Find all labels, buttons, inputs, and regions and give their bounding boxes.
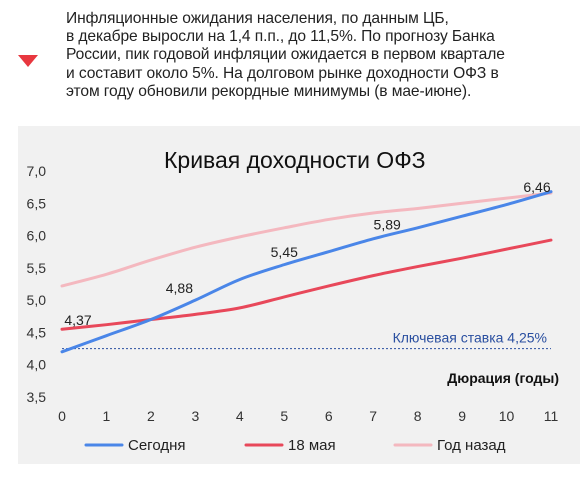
x-tick-label: 11 [544,408,559,424]
legend: Сегодня 18 мая Год назад [84,437,506,454]
x-tick-label: 5 [280,408,288,424]
key-rate-reference: Ключевая ставка 4,25% [62,330,551,350]
intro-block: Инфляционные ожидания населения, по данн… [0,0,588,126]
y-tick-label: 7,0 [27,163,47,179]
x-tick-label: 4 [236,408,244,424]
y-tick-label: 4,5 [27,324,47,340]
intro-paragraph: Инфляционные ожидания населения, по данн… [66,10,566,101]
y-tick-label: 6,5 [27,195,47,211]
intro-line: и составит около 5%. На долговом рынке д… [66,64,499,82]
y-tick-label: 4,0 [27,357,47,373]
data-label: 5,89 [374,217,401,233]
series-line-1 [60,238,553,331]
x-tick-label: 0 [58,408,66,424]
x-tick-label: 9 [458,408,466,424]
x-tick-label: 2 [147,408,155,424]
y-axis: 7,0 6,5 6,0 5,5 5,0 4,5 4,0 3,5 [27,163,47,405]
data-label: 6,46 [523,179,550,195]
x-tick-label: 7 [369,408,377,424]
key-rate-label: Ключевая ставка 4,25% [393,330,547,346]
legend-label: Сегодня [128,437,186,454]
chart-panel [18,126,580,464]
x-axis-label: Дюрация (годы) [447,370,559,386]
series-line-0 [60,190,553,354]
x-tick-label: 3 [191,408,199,424]
y-tick-label: 5,5 [27,260,47,276]
y-tick-label: 6,0 [27,228,47,244]
series-line-2 [60,191,553,288]
data-label: 4,37 [64,312,91,328]
y-tick-label: 5,0 [27,292,47,308]
legend-label: 18 мая [288,437,336,454]
x-tick-label: 10 [499,408,515,424]
data-label: 4,88 [166,280,193,296]
y-tick-label: 3,5 [27,389,47,405]
x-axis: 0 1 2 3 4 5 6 7 8 9 10 11 [58,408,558,424]
data-label: 5,45 [271,244,298,260]
legend-label: Год назад [437,437,506,454]
x-tick-label: 1 [103,408,111,424]
bottom-strip [0,464,588,480]
series-lines [60,190,553,354]
intro-line: в декабре выросли на 1,4 п.п., до 11,5%.… [66,28,495,46]
x-tick-label: 6 [325,408,333,424]
x-tick-label: 8 [414,408,422,424]
intro-line: России, пик годовой инфляции ожидается в… [66,46,505,64]
data-labels: 4,37 4,88 5,45 5,89 6,46 [64,179,550,328]
intro-line: этом году обновили рекордные минимумы (в… [66,82,472,100]
down-triangle-icon [18,55,38,67]
chart-title: Кривая доходности ОФЗ [164,147,426,173]
intro-line: Инфляционные ожидания населения, по данн… [66,10,449,27]
